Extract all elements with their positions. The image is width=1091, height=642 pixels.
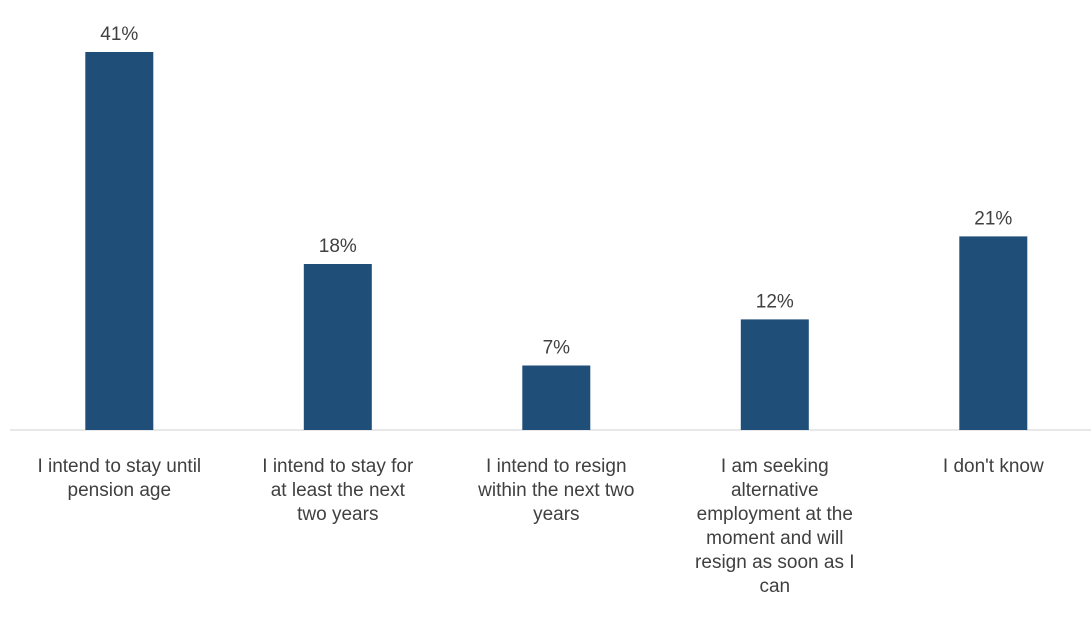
bars-layer	[85, 52, 1028, 430]
category-label-4-line-6: can	[759, 576, 790, 597]
category-label-4-line-2: alternative	[731, 480, 819, 501]
category-label-2-line-3: two years	[297, 504, 378, 525]
bar-2	[303, 264, 372, 430]
category-label-2-line-1: I intend to stay for	[262, 456, 414, 477]
category-label-4: I am seeking alternative employment at the…	[695, 456, 854, 597]
category-label-4-line-1: I am seeking	[721, 456, 829, 477]
category-label-4-line-4: moment and will	[706, 528, 843, 549]
bar-3	[522, 365, 591, 430]
category-label-1: I intend to stay until pension age	[37, 456, 201, 501]
value-label-2: 18%	[319, 236, 357, 257]
bar-4	[740, 319, 809, 430]
category-label-5-line-1: I don't know	[943, 456, 1044, 477]
category-label-4-line-3: employment at the	[697, 504, 853, 525]
category-label-1-line-2: pension age	[68, 480, 172, 501]
value-label-4: 12%	[756, 291, 794, 312]
category-label-4-line-5: resign as soon as I	[695, 552, 854, 573]
value-label-3: 7%	[543, 338, 571, 359]
category-label-2-line-2: at least the next	[271, 480, 406, 501]
bar-5	[959, 236, 1028, 430]
value-label-5: 21%	[974, 208, 1012, 229]
category-label-3-line-1: I intend to resign	[486, 456, 626, 477]
category-label-2: I intend to stay for at least the next two…	[262, 456, 414, 525]
category-label-3-line-3: years	[533, 504, 579, 525]
value-label-1: 41%	[100, 24, 138, 45]
category-label-3-line-2: within the next two	[477, 480, 634, 501]
bar-1	[85, 52, 154, 430]
value-labels-layer: 41% 18% 7% 12% 21%	[100, 24, 1012, 359]
category-label-1-line-1: I intend to stay until	[37, 456, 201, 477]
category-label-5: I don't know	[943, 456, 1044, 477]
category-label-3: I intend to resign within the next two yea…	[477, 456, 634, 525]
